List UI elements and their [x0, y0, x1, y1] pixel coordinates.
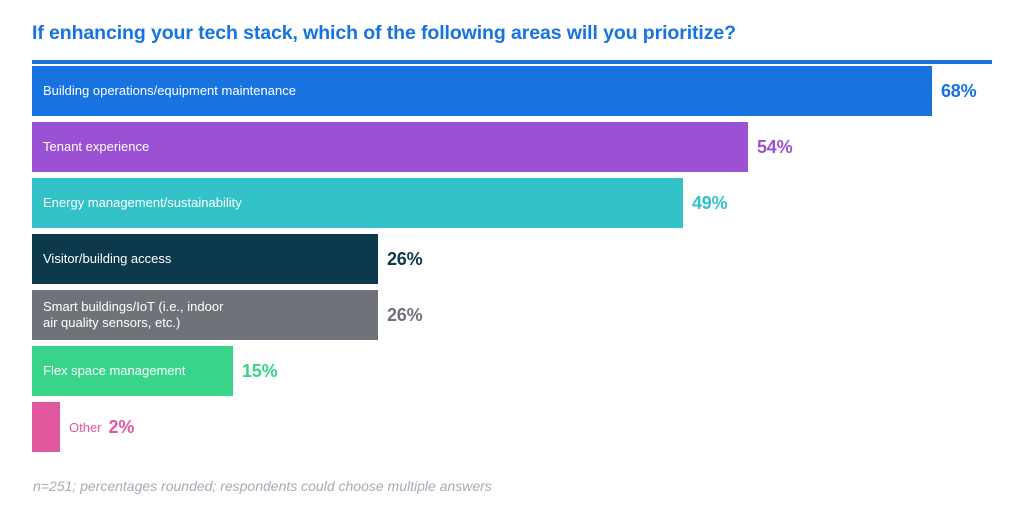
title-divider [32, 60, 992, 64]
chart-title: If enhancing your tech stack, which of t… [32, 22, 736, 44]
bar-value-group: 15% [242, 360, 278, 382]
bar-row: Smart buildings/IoT (i.e., indoor air qu… [32, 290, 992, 340]
bar-category-label: Flex space management [43, 363, 186, 378]
bar-rect[interactable]: Tenant experience [32, 122, 748, 172]
bar-chart-plot-area: Building operations/equipment maintenanc… [32, 66, 992, 456]
bar-value-label: 2% [108, 416, 135, 437]
bar-category-label: Other [69, 419, 102, 435]
chart-footnote: n=251; percentages rounded; respondents … [33, 478, 492, 494]
bar-row: Visitor/building access 26% [32, 234, 992, 284]
bar-value-label: 26% [387, 304, 423, 325]
bar-value-label: 15% [242, 360, 278, 381]
bar-category-label: Building operations/equipment maintenanc… [43, 83, 296, 98]
bar-row: Building operations/equipment maintenanc… [32, 66, 992, 116]
bar-row: Flex space management 15% [32, 346, 992, 396]
bar-value-label: 54% [757, 136, 793, 157]
bar-row: Tenant experience 54% [32, 122, 992, 172]
bar-rect[interactable]: Energy management/sustainability [32, 178, 683, 228]
bar-rect[interactable]: Visitor/building access [32, 234, 378, 284]
bar-value-label: 49% [692, 192, 728, 213]
bar-category-label: Energy management/sustainability [43, 195, 242, 210]
bar-category-label: Visitor/building access [43, 251, 172, 266]
bar-category-label: Smart buildings/IoT (i.e., indoor air qu… [43, 299, 224, 330]
bar-row: Other 2% [32, 402, 992, 452]
bar-category-label: Tenant experience [43, 139, 150, 154]
bar-value-group: 26% [387, 304, 423, 326]
bar-rect[interactable]: Flex space management [32, 346, 233, 396]
bar-rect[interactable]: Building operations/equipment maintenanc… [32, 66, 932, 116]
bar-value-label: 26% [387, 248, 423, 269]
bar-rect[interactable] [32, 402, 60, 452]
bar-value-group: 49% [692, 192, 728, 214]
bar-value-group: 54% [757, 136, 793, 158]
bar-value-label: 68% [941, 80, 977, 101]
bar-value-group: 68% [941, 80, 977, 102]
bar-value-group: 26% [387, 248, 423, 270]
bar-value-group: Other 2% [69, 417, 134, 438]
bar-rect[interactable]: Smart buildings/IoT (i.e., indoor air qu… [32, 290, 378, 340]
bar-row: Energy management/sustainability 49% [32, 178, 992, 228]
